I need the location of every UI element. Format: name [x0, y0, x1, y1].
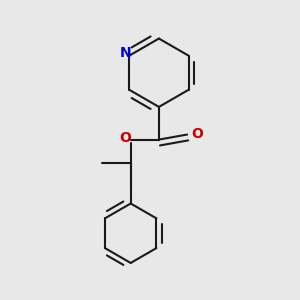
- Text: N: N: [120, 46, 132, 60]
- Text: O: O: [119, 131, 131, 146]
- Text: O: O: [191, 127, 203, 141]
